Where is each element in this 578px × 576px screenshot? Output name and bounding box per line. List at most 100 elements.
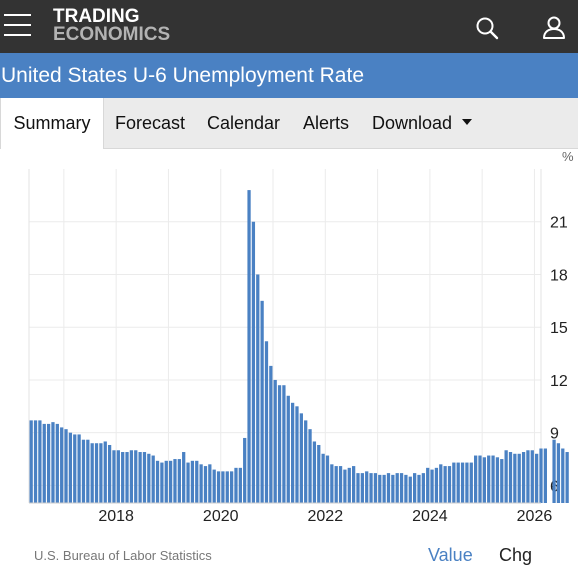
bar: [434, 467, 439, 503]
bar: [539, 448, 543, 503]
bar-chart: 691215182120182020202220242026: [28, 169, 569, 525]
bar: [81, 439, 86, 503]
bar: [107, 444, 112, 503]
bar: [247, 190, 251, 504]
bar: [112, 450, 116, 503]
bar: [561, 448, 565, 503]
tab-summary[interactable]: Summary: [0, 98, 104, 149]
bar: [138, 452, 142, 503]
tab-forecast[interactable]: Forecast: [115, 113, 186, 133]
chevron-down-icon: [462, 119, 473, 126]
bar: [343, 469, 347, 503]
bar: [521, 452, 526, 503]
bar: [99, 443, 103, 503]
bar: [399, 473, 404, 503]
bar: [33, 420, 38, 503]
bar: [186, 462, 190, 503]
bar: [51, 422, 55, 503]
x-tick-label: 2020: [203, 508, 239, 525]
bar: [439, 464, 443, 503]
user-account-icon[interactable]: [540, 14, 568, 42]
bar: [330, 464, 334, 503]
y-tick-label: 21: [550, 215, 568, 232]
bar: [177, 459, 181, 503]
bar: [421, 473, 425, 503]
bar: [199, 464, 203, 503]
x-tick-label: 2022: [308, 508, 344, 525]
bar: [60, 427, 64, 503]
y-tick-label: 15: [550, 320, 568, 337]
bar: [195, 460, 199, 503]
bar: [290, 402, 295, 503]
bar: [234, 467, 238, 503]
logo-line2: ECONOMICS: [53, 24, 171, 45]
x-tick-label: 2018: [98, 508, 134, 525]
bar: [508, 452, 513, 503]
bar: [513, 453, 517, 503]
chart-container[interactable]: 691215182120182020202220242026: [0, 149, 578, 529]
bar: [500, 459, 504, 503]
bar: [260, 300, 264, 503]
bar: [68, 432, 73, 503]
bar: [295, 406, 299, 503]
search-icon[interactable]: [474, 15, 500, 41]
bar: [38, 420, 42, 503]
page-title: United States U-6 Unemployment Rate: [1, 64, 364, 87]
tab-download-label: Download: [372, 113, 453, 133]
bar: [351, 466, 356, 503]
tab-calendar[interactable]: Calendar: [207, 113, 281, 133]
bar: [386, 473, 391, 503]
bar: [42, 423, 46, 503]
chg-button[interactable]: Chg: [499, 545, 533, 565]
bar: [347, 467, 351, 503]
bar: [378, 474, 382, 503]
bar: [430, 469, 434, 503]
trading-economics-logo[interactable]: TRADING ECONOMICS: [53, 6, 171, 45]
bar: [543, 448, 547, 503]
bar: [282, 385, 286, 503]
bar: [369, 473, 373, 503]
tab-download[interactable]: Download: [372, 98, 473, 148]
menu-icon[interactable]: [4, 12, 32, 38]
bar: [404, 474, 408, 503]
bar: [338, 466, 343, 503]
logo-line1: TRADING: [53, 6, 140, 27]
bar: [482, 457, 486, 503]
bar: [229, 471, 234, 503]
bar: [190, 460, 195, 503]
bar: [504, 450, 508, 503]
bar: [103, 441, 107, 503]
bar: [395, 473, 399, 503]
bar: [212, 469, 216, 503]
bar: [325, 455, 330, 503]
bar: [64, 429, 68, 503]
bar: [134, 450, 138, 503]
y-tick-label: 12: [550, 373, 568, 390]
bar: [469, 462, 473, 503]
bar: [251, 221, 256, 503]
tab-alerts[interactable]: Alerts: [303, 113, 350, 133]
bar: [173, 459, 177, 503]
bar: [238, 467, 242, 503]
bar: [264, 341, 269, 503]
bar: [413, 473, 417, 503]
y-tick-label: 18: [550, 267, 568, 284]
bar: [426, 467, 430, 503]
bar: [155, 460, 160, 503]
bar: [526, 450, 530, 503]
bar: [447, 466, 452, 503]
bar: [225, 471, 229, 503]
value-button[interactable]: Value: [428, 545, 473, 565]
y-tick-label: 9: [550, 426, 559, 443]
bar: [147, 453, 151, 503]
bar: [373, 473, 378, 503]
bar: [216, 471, 221, 503]
bar: [125, 452, 129, 503]
bar: [164, 460, 168, 503]
bar: [129, 450, 134, 503]
bar: [121, 452, 125, 503]
bar: [168, 460, 173, 503]
bar: [208, 464, 212, 503]
x-tick-label: 2026: [517, 508, 553, 525]
bar: [417, 474, 421, 503]
